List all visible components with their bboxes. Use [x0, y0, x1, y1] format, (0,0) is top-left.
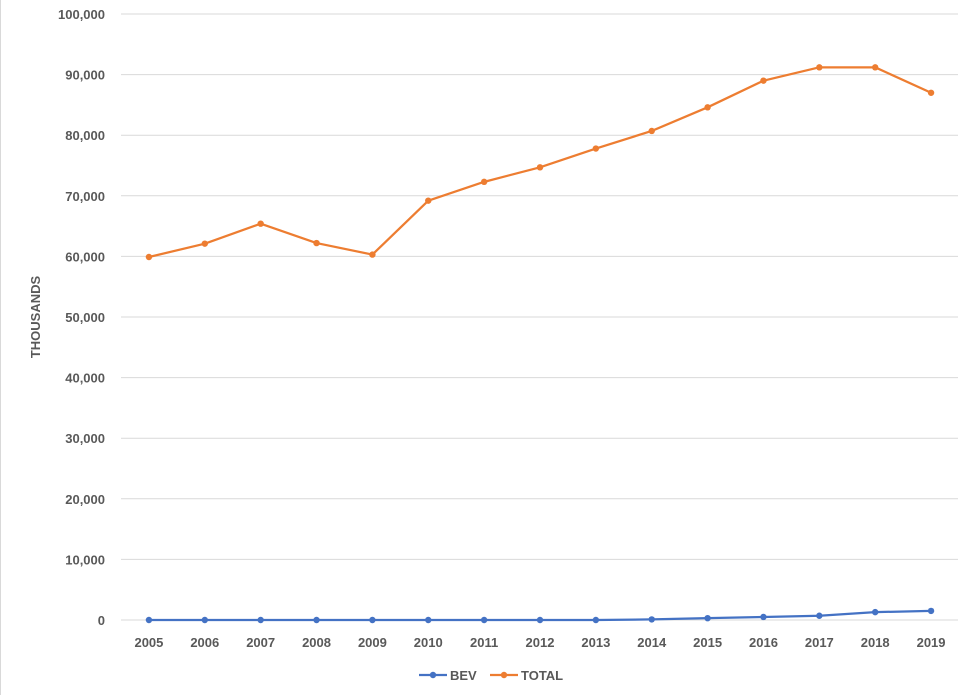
x-tick-label: 2005	[134, 635, 163, 650]
data-point-bev	[760, 613, 767, 621]
data-point-total	[201, 240, 208, 247]
data-point-bev	[425, 616, 432, 624]
x-tick-label: 2012	[526, 635, 555, 650]
data-point-total	[816, 64, 823, 71]
data-point-total	[648, 127, 655, 135]
data-point-total	[927, 89, 935, 96]
x-tick-label: 2016	[749, 635, 778, 650]
data-point-total	[369, 251, 376, 258]
data-point-bev	[480, 616, 488, 624]
x-tick-label: 2017	[805, 635, 834, 650]
y-tick-label: 90,000	[65, 68, 105, 83]
data-point-bev	[872, 608, 879, 616]
data-point-bev	[313, 616, 320, 624]
x-tick-label: 2007	[246, 635, 275, 650]
x-tick-label: 2006	[190, 635, 219, 650]
y-tick-label: 100,000	[58, 7, 105, 22]
x-tick-label: 2018	[861, 635, 890, 650]
y-tick-label: 70,000	[65, 189, 105, 204]
data-point-total	[872, 64, 879, 71]
x-tick-label: 2019	[917, 635, 946, 650]
data-point-total	[425, 197, 432, 204]
y-axis-ticks: 0 10,000 20,000 30,000 40,000 50,000 60,000 70,…	[58, 7, 105, 628]
data-point-bev	[201, 616, 208, 624]
y-tick-label: 30,000	[65, 431, 105, 446]
series-lines	[145, 64, 935, 624]
x-tick-label: 2009	[358, 635, 387, 650]
x-tick-label: 2008	[302, 635, 331, 650]
x-tick-label: 2013	[581, 635, 610, 650]
x-tick-label: 2011	[470, 635, 498, 650]
data-point-bev	[648, 616, 655, 623]
data-point-total	[145, 253, 153, 261]
y-tick-label: 10,000	[65, 552, 105, 567]
data-point-total	[257, 220, 264, 227]
x-tick-label: 2010	[414, 635, 443, 650]
y-tick-label: 40,000	[65, 371, 105, 386]
x-tick-label: 2014	[637, 635, 667, 650]
data-point-total	[704, 104, 711, 111]
data-point-bev	[816, 612, 823, 619]
legend-marker-total	[500, 671, 508, 679]
data-point-total	[480, 178, 488, 186]
legend-label-bev: BEV	[450, 668, 477, 683]
gridlines	[121, 13, 958, 621]
y-tick-label: 0	[98, 613, 105, 628]
x-tick-label: 2015	[693, 635, 722, 650]
data-point-total	[760, 77, 767, 84]
series-line-total	[147, 66, 933, 259]
data-point-total	[592, 145, 600, 152]
data-point-total	[536, 164, 544, 171]
legend-marker-bev	[429, 671, 437, 679]
y-tick-label: 20,000	[65, 492, 105, 507]
data-point-bev	[369, 616, 376, 624]
data-point-bev	[592, 616, 600, 624]
data-point-bev	[145, 616, 153, 624]
y-axis-title: THOUSANDS	[28, 276, 43, 359]
data-point-bev	[927, 607, 935, 615]
data-point-total	[313, 239, 320, 247]
data-point-bev	[536, 616, 544, 624]
legend: BEV TOTAL	[419, 668, 563, 683]
y-tick-label: 60,000	[65, 249, 105, 264]
y-tick-label: 80,000	[65, 128, 105, 143]
legend-label-total: TOTAL	[521, 668, 563, 683]
data-point-bev	[257, 616, 264, 624]
x-axis-ticks: 2005 2006 2007 2008 2009 2010 2011 2012 2013 2014…	[134, 635, 945, 650]
y-tick-label: 50,000	[65, 310, 105, 325]
data-point-bev	[704, 614, 711, 622]
